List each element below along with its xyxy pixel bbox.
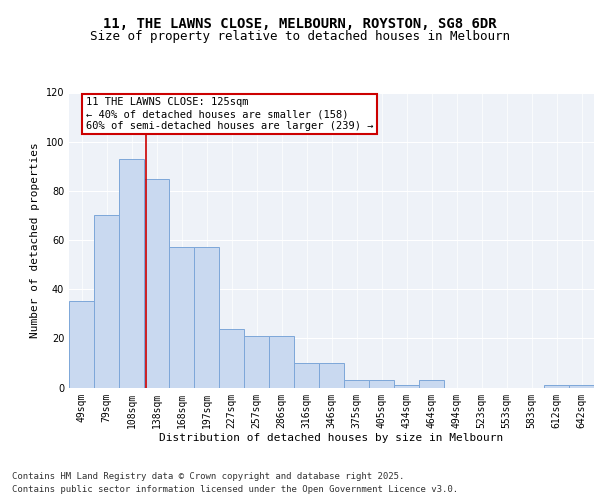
Text: 11, THE LAWNS CLOSE, MELBOURN, ROYSTON, SG8 6DR: 11, THE LAWNS CLOSE, MELBOURN, ROYSTON, …: [103, 18, 497, 32]
Bar: [145, 178, 169, 388]
Bar: [344, 380, 368, 388]
X-axis label: Distribution of detached houses by size in Melbourn: Distribution of detached houses by size …: [160, 433, 503, 443]
Text: Size of property relative to detached houses in Melbourn: Size of property relative to detached ho…: [90, 30, 510, 43]
Bar: [569, 385, 593, 388]
Bar: [295, 363, 319, 388]
Bar: [269, 336, 293, 388]
Bar: [70, 302, 94, 388]
Bar: [194, 248, 218, 388]
Bar: [169, 248, 194, 388]
Bar: [94, 216, 119, 388]
Bar: [544, 385, 569, 388]
Text: Contains HM Land Registry data © Crown copyright and database right 2025.: Contains HM Land Registry data © Crown c…: [12, 472, 404, 481]
Bar: [319, 363, 344, 388]
Y-axis label: Number of detached properties: Number of detached properties: [30, 142, 40, 338]
Bar: [419, 380, 443, 388]
Bar: [220, 328, 244, 388]
Text: Contains public sector information licensed under the Open Government Licence v3: Contains public sector information licen…: [12, 485, 458, 494]
Bar: [119, 159, 143, 388]
Bar: [394, 385, 419, 388]
Text: 11 THE LAWNS CLOSE: 125sqm
← 40% of detached houses are smaller (158)
60% of sem: 11 THE LAWNS CLOSE: 125sqm ← 40% of deta…: [86, 98, 373, 130]
Bar: [370, 380, 394, 388]
Bar: [244, 336, 269, 388]
